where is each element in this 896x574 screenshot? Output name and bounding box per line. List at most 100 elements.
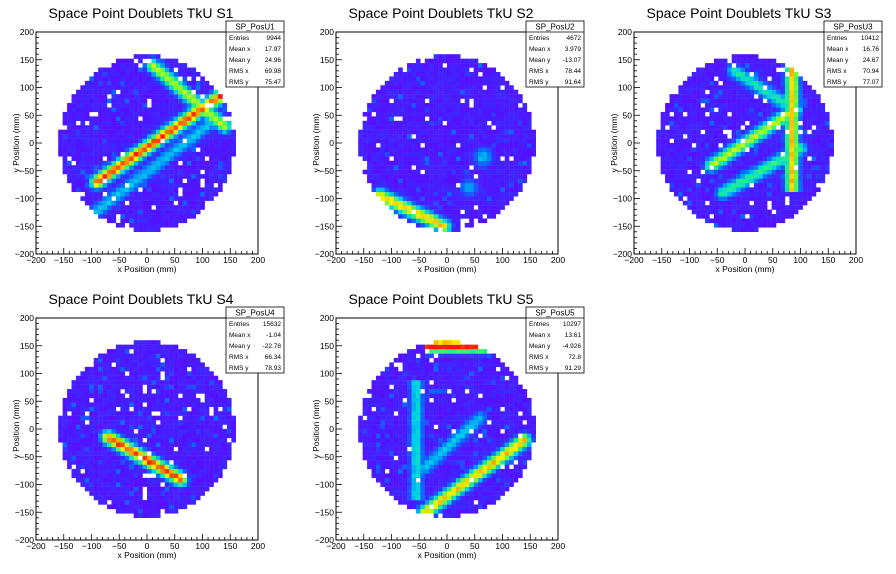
histogram-bin [513,134,519,139]
histogram-bin [151,384,157,390]
histogram-bin [84,147,90,153]
histogram-bin [793,94,799,99]
histogram-bin [147,455,152,461]
histogram-bin [709,200,715,206]
histogram-bin [160,468,165,474]
histogram-bin [482,71,488,77]
histogram-bin [80,411,86,416]
histogram-bin [731,67,737,73]
histogram-bin [178,380,183,385]
histogram-bin [762,151,768,157]
histogram-bin [469,196,474,201]
histogram-bin [164,473,170,479]
histogram-bin [80,451,86,456]
histogram-bin [767,138,772,144]
histogram-bin [115,222,121,228]
histogram-bin [169,129,174,135]
histogram-bin [111,429,117,434]
histogram-bin [709,174,715,179]
histogram-bin [115,134,121,139]
histogram-bin [722,187,728,193]
histogram-bin [147,63,152,68]
histogram-bin [469,214,474,219]
histogram-bin [420,205,425,210]
histogram-bin [793,129,799,135]
histogram-bin [420,103,425,108]
histogram-bin [129,218,134,224]
histogram-bin [811,147,817,153]
histogram-bin [705,160,710,166]
histogram-bin [389,151,394,157]
histogram-bin [691,160,697,166]
histogram-bin [793,138,799,144]
histogram-bin [93,209,99,215]
histogram-bin [451,129,457,135]
histogram-bin [718,209,723,215]
histogram-bin [384,187,390,193]
histogram-bin [531,129,536,135]
histogram-bin [195,406,201,412]
stats-label: RMS y [229,79,249,86]
histogram-bin [186,415,192,421]
histogram-bin [178,182,183,188]
histogram-bin [186,389,192,394]
y-tick-label: 150 [20,55,34,65]
histogram-bin [455,214,461,219]
histogram-bin [155,58,161,64]
histogram-bin [213,393,219,399]
histogram-bin [160,58,165,64]
histogram-bin [433,120,439,126]
histogram-bin [191,143,197,148]
histogram-bin [362,111,368,117]
histogram-bin [200,389,205,394]
histogram-bin [178,63,183,68]
histogram-bin [98,375,103,381]
histogram-bin [442,151,448,157]
histogram-bin [673,120,679,126]
histogram-bin [151,214,157,219]
histogram-bin [793,174,799,179]
histogram-bin [155,187,161,193]
histogram-bin [164,482,170,487]
histogram-bin [204,116,210,121]
histogram-bin [424,120,430,126]
histogram-bin [226,120,232,126]
histogram-bin [173,178,179,184]
histogram-bin [120,120,125,126]
histogram-bin [182,402,188,407]
histogram-bin [173,134,179,139]
histogram-bin [178,464,183,470]
histogram-bin [151,182,157,188]
histogram-bin [129,187,134,193]
histogram-bin [789,196,795,201]
histogram-bin [451,143,457,148]
histogram-bin [107,429,112,434]
histogram-bin [84,424,90,430]
histogram-bin [482,196,488,201]
histogram-bin [442,98,448,104]
histogram-bin [173,460,179,465]
y-axis-title: y Position (mm) [311,113,321,172]
histogram-bin [200,477,205,483]
histogram-bin [367,147,372,153]
histogram-bin [402,178,408,184]
histogram-bin [80,116,86,121]
histogram-bin [102,182,108,188]
histogram-bin [776,111,781,117]
histogram-bin [513,187,519,193]
histogram-bin [89,442,94,447]
histogram-bin [169,134,174,139]
histogram-bin [124,147,130,153]
histogram-bin [731,134,737,139]
histogram-bin [767,125,772,130]
histogram-bin [115,125,121,130]
histogram-bin [509,143,514,148]
histogram-bin [191,76,197,82]
histogram-bin [160,380,165,385]
histogram-bin [133,442,139,447]
histogram-bin [393,147,399,153]
histogram-bin [731,178,737,184]
histogram-bin [98,455,103,461]
histogram-bin [669,103,675,108]
histogram-bin [811,134,817,139]
